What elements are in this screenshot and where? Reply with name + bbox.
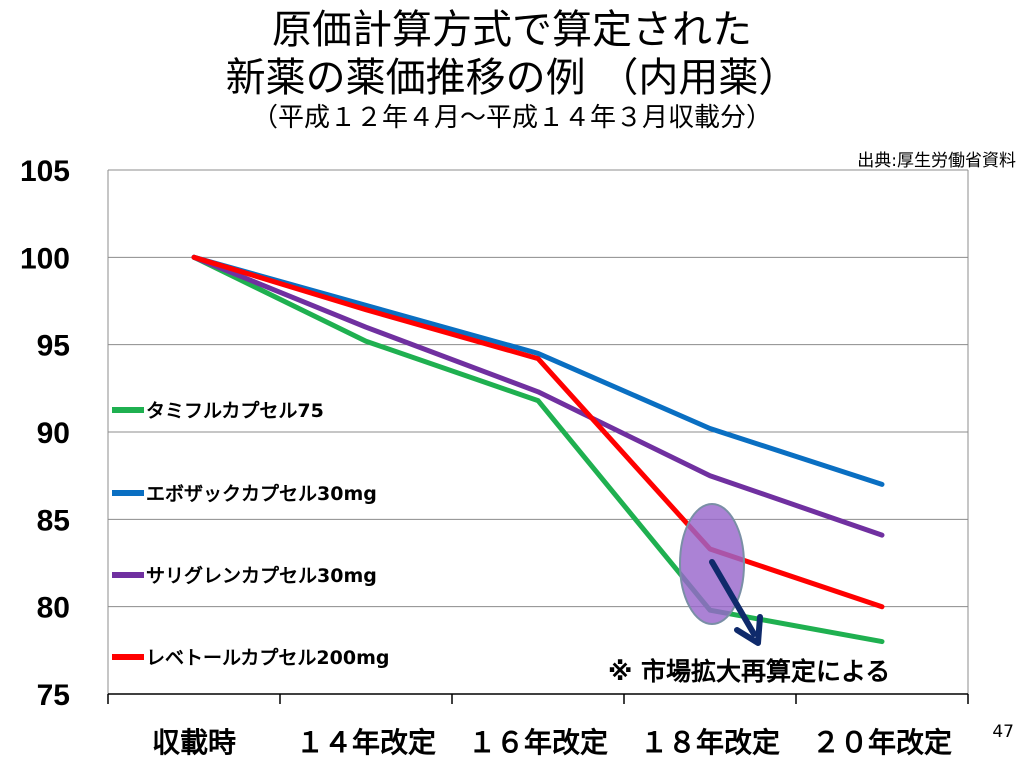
x-tick-label: １４年改定: [296, 726, 436, 759]
x-tick-label: １８年改定: [640, 726, 780, 759]
y-tick-label: 95: [37, 330, 70, 363]
x-tick-label: ２０年改定: [812, 726, 952, 759]
y-tick-label: 80: [37, 592, 70, 625]
y-tick-label: 100: [20, 242, 70, 275]
chart-subtitle: （平成１２年４月～平成１４年３月収載分）: [251, 103, 772, 133]
arrow-head: [734, 614, 763, 646]
y-tick-label: 85: [37, 504, 70, 537]
title-block: 原価計算方式で算定された 新薬の薬価推移の例 （内用薬） （平成１２年４月～平成…: [0, 6, 1024, 134]
series-line: [191, 254, 885, 645]
slide-number: 47: [992, 722, 1014, 742]
chart-title-line1: 原価計算方式で算定された: [272, 7, 752, 53]
y-tick-label: 90: [37, 417, 70, 450]
y-tick-label: 105: [20, 155, 70, 188]
series-layer: [191, 254, 885, 645]
x-tick-label: 収載時: [152, 726, 236, 759]
legend: タミフルカプセル75 エボザックカプセル30mg サリグレンカプセル30mg レベトー…: [112, 399, 390, 669]
series-line: [191, 254, 885, 487]
grid-layer: [107, 169, 969, 704]
source-credit: 出典:厚生労働省資料: [857, 151, 1016, 171]
series-line: [191, 254, 885, 538]
arrow-shaft: [709, 559, 757, 637]
legend-label: タミフルカプセル75: [146, 399, 324, 422]
legend-label: サリグレンカプセル30mg: [146, 564, 377, 587]
legend-label: レベトールカプセル200mg: [146, 646, 390, 669]
chart-title-line2: 新薬の薬価推移の例 （内用薬）: [225, 55, 799, 101]
y-tick-label: 75: [37, 679, 70, 712]
series-line: [191, 254, 885, 610]
legend-label: エボザックカプセル30mg: [146, 482, 377, 505]
highlight-layer: [679, 503, 763, 646]
x-tick-label: １６年改定: [468, 726, 608, 759]
x-axis-ticks: 収載時 １４年改定 １６年改定 １８年改定 ２０年改定: [152, 726, 952, 759]
annotation-note: ※ 市場拡大再算定による: [608, 657, 890, 686]
y-axis-ticks: 105 100 95 90 85 80 75: [20, 155, 70, 712]
